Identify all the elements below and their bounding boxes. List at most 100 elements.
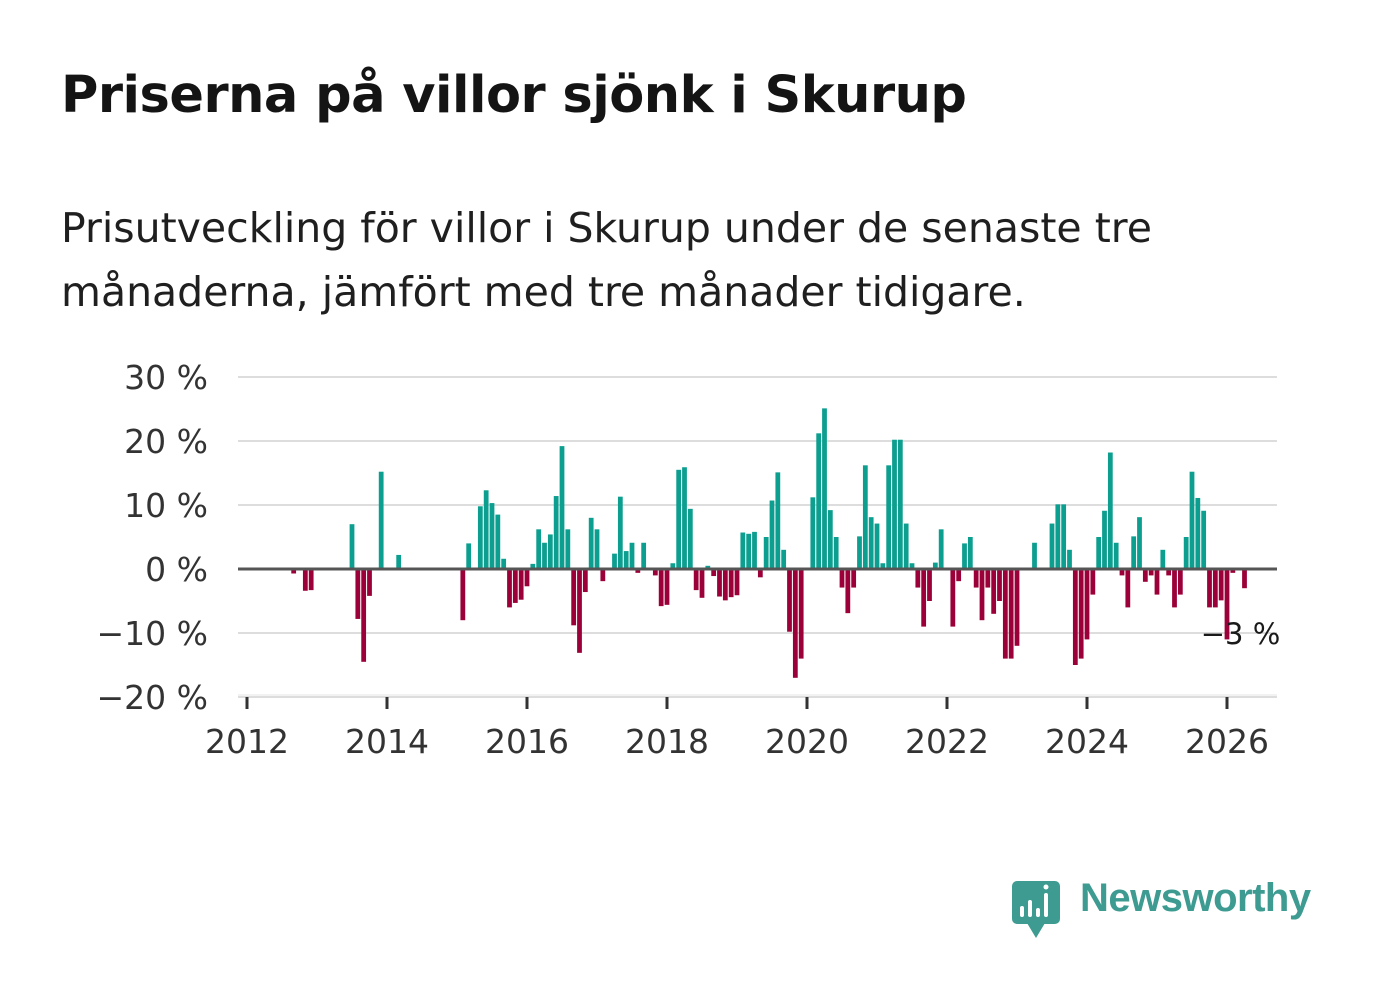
x-tick-label: 2026	[1185, 722, 1269, 761]
bar	[728, 569, 734, 598]
bar	[1096, 537, 1102, 569]
bar	[1078, 569, 1084, 659]
bar	[705, 565, 711, 569]
bar	[787, 569, 792, 632]
bar	[1201, 510, 1207, 569]
bar	[460, 569, 466, 621]
bar	[378, 471, 384, 569]
bar	[577, 569, 582, 653]
bar	[1148, 569, 1154, 576]
bar	[1189, 471, 1195, 569]
bar	[1218, 569, 1224, 601]
bar	[536, 529, 542, 569]
bar	[956, 569, 962, 582]
bar	[495, 514, 501, 569]
bar	[1008, 569, 1014, 659]
zero-axis	[238, 567, 1277, 696]
bar	[582, 569, 588, 593]
bar	[985, 569, 991, 588]
bar	[874, 523, 880, 569]
bar	[1061, 504, 1067, 569]
bar	[1195, 497, 1201, 569]
bar	[1090, 569, 1096, 595]
bar	[1224, 569, 1230, 640]
bar	[851, 569, 857, 588]
bar	[921, 569, 927, 627]
newsworthy-logo	[1012, 881, 1060, 938]
bar	[839, 569, 845, 588]
bar	[670, 563, 676, 569]
bar	[997, 569, 1002, 601]
bar	[897, 439, 903, 569]
bar	[1084, 569, 1090, 640]
chart-title: Priserna på villor sjönk i Skurup	[61, 66, 967, 125]
bar	[1207, 569, 1212, 608]
bar	[927, 569, 932, 601]
bar	[553, 496, 559, 569]
bar	[781, 549, 787, 569]
bar	[489, 503, 495, 569]
bar	[1172, 569, 1177, 608]
bar	[682, 467, 687, 569]
bar	[361, 569, 367, 662]
x-axis-ticks: 2012 2014 2016 2018 2020 2022 2024 2026	[205, 697, 1269, 761]
bar	[1119, 569, 1125, 576]
y-tick-label: 20 %	[124, 422, 208, 461]
bar	[775, 472, 781, 569]
bar	[617, 496, 623, 569]
chart-subtitle: Prisutveckling för villor i Skurup under…	[61, 204, 1152, 316]
bar	[629, 542, 635, 569]
bar	[962, 543, 967, 569]
bar	[349, 524, 355, 569]
bar	[623, 551, 629, 569]
bar	[658, 569, 664, 607]
bar	[367, 569, 372, 596]
bar	[291, 569, 297, 574]
bar	[915, 569, 921, 588]
bar	[687, 508, 693, 569]
bar	[792, 569, 798, 678]
bar	[763, 537, 769, 569]
bar	[938, 529, 944, 569]
bar	[483, 490, 489, 569]
bar	[757, 569, 763, 578]
bar	[559, 446, 565, 569]
bar	[641, 542, 647, 569]
bar	[542, 542, 547, 569]
bar	[1014, 569, 1020, 646]
bar	[612, 553, 617, 569]
bar	[302, 569, 308, 591]
bar	[501, 558, 507, 569]
bar-series	[291, 408, 1247, 678]
bar	[355, 569, 361, 619]
y-axis-ticks: −20 % −10 % 0 % 10 % 20 % 30 %	[97, 358, 209, 717]
bar	[711, 569, 717, 577]
x-tick-label: 2014	[345, 722, 429, 761]
y-tick-label: 10 %	[124, 486, 208, 525]
bar	[1067, 549, 1072, 569]
grid-lines	[238, 376, 1277, 698]
x-tick-label: 2022	[905, 722, 989, 761]
y-tick-label: 30 %	[124, 358, 208, 397]
bar	[979, 569, 985, 621]
bar	[1212, 569, 1218, 608]
bar	[857, 536, 862, 569]
bar	[530, 563, 536, 569]
bar	[1154, 569, 1160, 595]
bar	[892, 439, 897, 569]
bar	[600, 569, 606, 582]
bar	[676, 469, 682, 569]
bar	[769, 500, 775, 569]
bar	[571, 569, 577, 626]
x-tick-label: 2018	[625, 722, 709, 761]
x-tick-label: 2020	[765, 722, 849, 761]
bar	[588, 517, 594, 569]
bar	[466, 543, 472, 569]
bar	[717, 569, 722, 597]
y-tick-label: 0 %	[145, 550, 208, 589]
bar	[886, 465, 892, 569]
bar	[477, 506, 483, 569]
bar	[722, 569, 728, 601]
bar	[565, 529, 571, 569]
bar	[816, 433, 822, 569]
